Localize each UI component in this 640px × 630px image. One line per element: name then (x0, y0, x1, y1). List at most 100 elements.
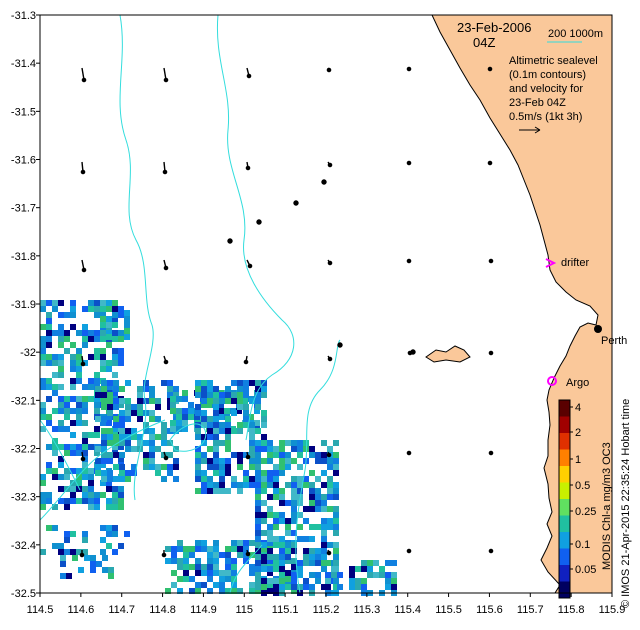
chlorophyll-cell (261, 542, 267, 548)
chlorophyll-cell (373, 560, 379, 566)
chlorophyll-cell (46, 420, 52, 426)
chlorophyll-cell (201, 398, 207, 404)
chlorophyll-cell (125, 398, 131, 404)
chlorophyll-cell (273, 464, 279, 470)
chlorophyll-cell (273, 470, 279, 476)
chlorophyll-cell (249, 422, 255, 428)
chlorophyll-cell (195, 422, 201, 428)
chlorophyll-cell (255, 506, 261, 512)
chlorophyll-cell (225, 464, 231, 470)
chlorophyll-cell (333, 584, 339, 590)
chlorophyll-cell (149, 434, 155, 440)
chlorophyll-cell (291, 530, 297, 536)
chlorophyll-cell (125, 440, 131, 446)
colorbar-tick-label: 0.05 (575, 564, 596, 576)
chlorophyll-cell (321, 530, 327, 536)
chlorophyll-cell (58, 474, 64, 480)
chlorophyll-cell (325, 572, 331, 578)
chlorophyll-cell (218, 414, 224, 420)
chlorophyll-cell (273, 512, 279, 518)
chlorophyll-cell (321, 560, 327, 566)
chlorophyll-cell (249, 458, 255, 464)
chlorophyll-cell (119, 416, 125, 422)
chlorophyll-cell (46, 342, 52, 348)
chlorophyll-cell (70, 312, 76, 318)
chlorophyll-cell (82, 549, 88, 555)
chlorophyll-cell (231, 482, 237, 488)
chlorophyll-cell (143, 380, 149, 386)
colorbar-swatch (559, 532, 570, 549)
chlorophyll-cell (124, 322, 130, 328)
chlorophyll-cell (249, 452, 255, 458)
chlorophyll-cell (183, 546, 189, 552)
chlorophyll-cell (100, 366, 106, 372)
velocity-arrow-head (81, 267, 87, 273)
chlorophyll-cell (112, 426, 118, 432)
colorbar-tick-label: 1 (575, 454, 581, 466)
chlorophyll-cell (291, 548, 297, 554)
chlorophyll-cell (88, 432, 94, 438)
chlorophyll-cell (170, 426, 176, 432)
chlorophyll-cell (255, 588, 261, 594)
chlorophyll-cell (58, 426, 64, 432)
chlorophyll-cell (58, 549, 64, 555)
chlorophyll-cell (118, 312, 124, 318)
chlorophyll-cell (225, 392, 231, 398)
chlorophyll-cell (107, 380, 113, 386)
chlorophyll-cell (113, 476, 119, 482)
chlorophyll-cell (173, 446, 179, 452)
chlorophyll-cell (201, 422, 207, 428)
argo-marker (547, 376, 557, 386)
chlorophyll-cell (189, 552, 195, 558)
chlorophyll-cell (333, 440, 339, 446)
chlorophyll-cell (225, 458, 231, 464)
chlorophyll-cell (285, 548, 291, 554)
chlorophyll-cell (46, 318, 52, 324)
chlorophyll-cell (125, 446, 131, 452)
chlorophyll-cell (303, 578, 309, 584)
chlorophyll-cell (82, 336, 88, 342)
chlorophyll-cell (255, 554, 261, 560)
chlorophyll-cell (213, 434, 219, 440)
chlorophyll-cell (76, 468, 82, 474)
chlorophyll-cell (106, 543, 112, 549)
chlorophyll-cell (285, 518, 291, 524)
chlorophyll-cell (106, 480, 112, 486)
chlorophyll-cell (64, 330, 70, 336)
colorbar-tick-label: 0.5 (575, 480, 590, 492)
chlorophyll-cell (70, 378, 76, 384)
chlorophyll-cell (88, 378, 94, 384)
chlorophyll-cell (46, 444, 52, 450)
legend-line-4: 23-Feb 04Z (509, 97, 566, 109)
chlorophyll-cell (106, 531, 112, 537)
chlorophyll-cell (101, 440, 107, 446)
velocity-arrow-head (243, 359, 249, 365)
chlorophyll-cell (118, 444, 124, 450)
chlorophyll-cell (137, 434, 143, 440)
chlorophyll-cell (52, 543, 58, 549)
chlorophyll-cell (64, 348, 70, 354)
chlorophyll-cell (107, 434, 113, 440)
chlorophyll-cell (231, 588, 237, 594)
chlorophyll-cell (200, 402, 206, 408)
chlorophyll-cell (249, 398, 255, 404)
chlorophyll-cell (100, 360, 106, 366)
chlorophyll-cell (95, 446, 101, 452)
chlorophyll-cell (225, 446, 231, 452)
time-label: 04Z (473, 35, 495, 50)
chlorophyll-cell (131, 464, 137, 470)
chlorophyll-cell (255, 524, 261, 530)
chlorophyll-cell (108, 573, 114, 579)
chlorophyll-cell (88, 336, 94, 342)
chlorophyll-cell (231, 410, 237, 416)
chlorophyll-cell (237, 482, 243, 488)
chlorophyll-cell (40, 426, 46, 432)
chlorophyll-cell (113, 398, 119, 404)
y-tick-label: -31.9 (11, 299, 36, 311)
chlorophyll-cell (195, 386, 201, 392)
chlorophyll-cell (60, 573, 66, 579)
chlorophyll-cell (95, 464, 101, 470)
chlorophyll-cell (219, 476, 225, 482)
chlorophyll-cell (255, 560, 261, 566)
chlorophyll-cell (94, 372, 100, 378)
